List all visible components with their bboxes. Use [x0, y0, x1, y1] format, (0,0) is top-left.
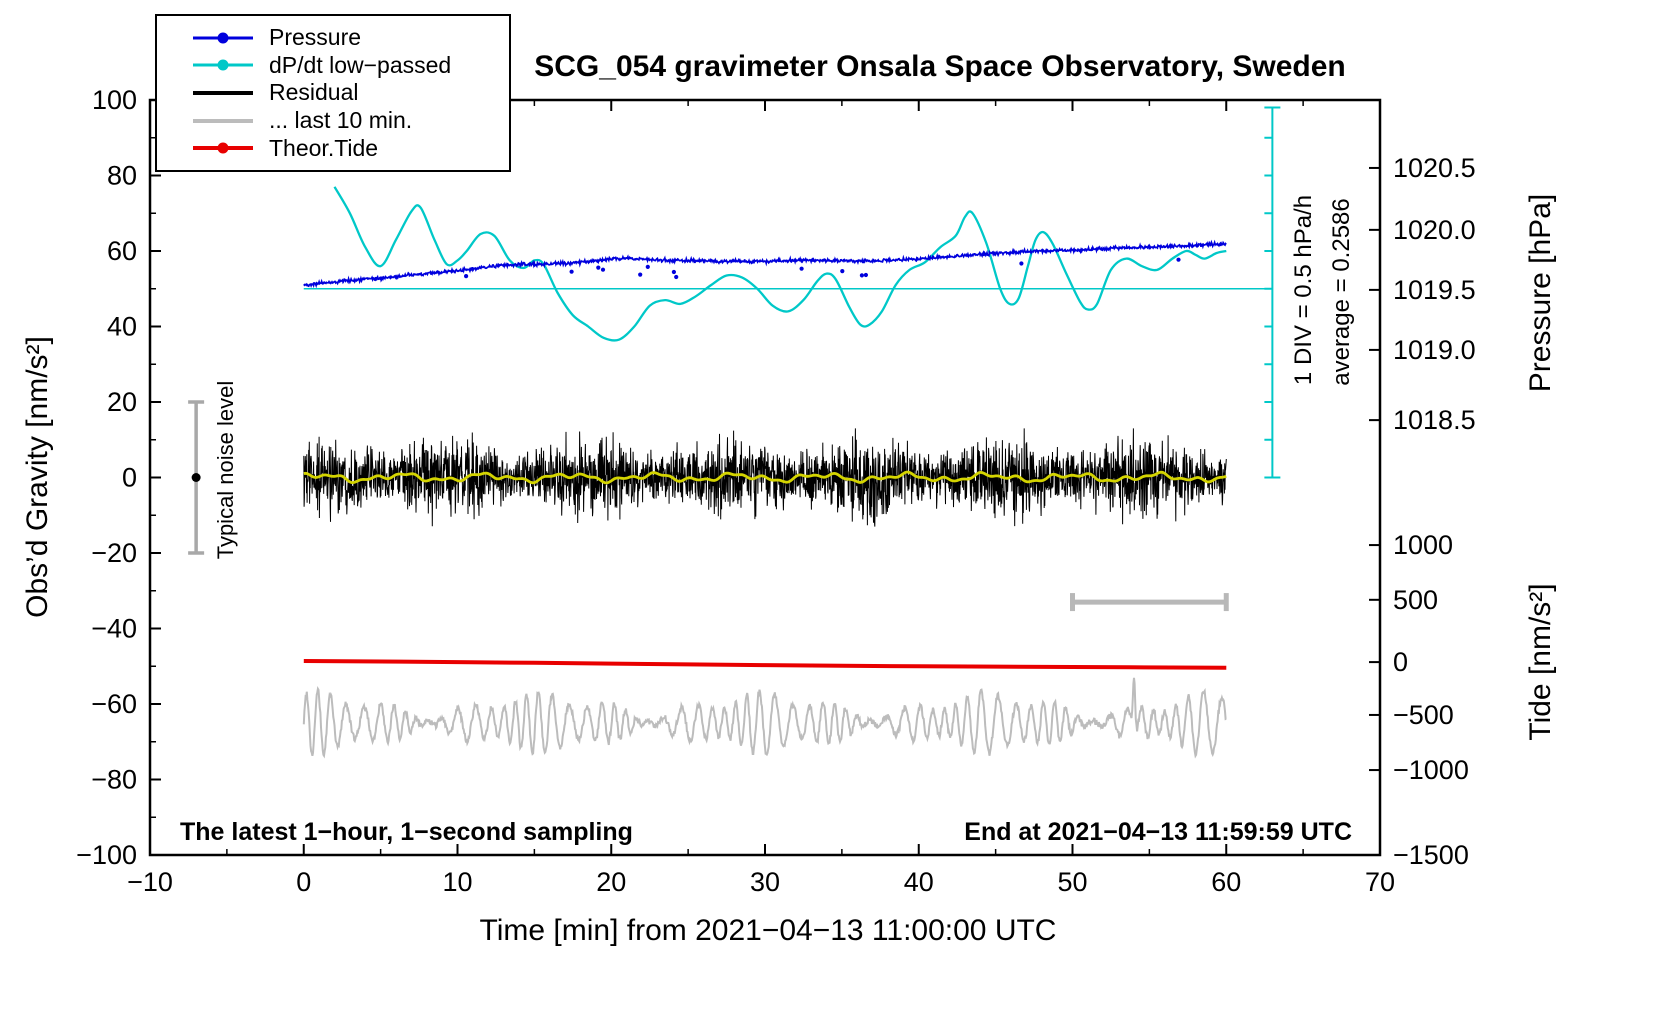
legend-label-pressure: Pressure [269, 24, 362, 51]
svg-text:500: 500 [1393, 585, 1438, 615]
legend-label-tide: Theor.Tide [269, 134, 379, 161]
svg-text:60: 60 [1211, 867, 1241, 897]
svg-text:70: 70 [1365, 867, 1395, 897]
svg-text:40: 40 [904, 867, 934, 897]
series-residual-smooth [303, 470, 1227, 485]
svg-text:0: 0 [122, 463, 137, 493]
sampling-note: The latest 1−hour, 1−second sampling [180, 818, 633, 846]
series-last10 [302, 677, 1227, 759]
end-time-note: End at 2021−04−13 11:59:59 UTC [964, 818, 1352, 846]
svg-text:−80: −80 [91, 765, 137, 795]
svg-text:1000: 1000 [1393, 530, 1453, 560]
svg-text:50: 50 [1057, 867, 1087, 897]
svg-text:20: 20 [107, 387, 137, 417]
x-axis-title: Time [min] from 2021−04−13 11:00:00 UTC [479, 914, 1057, 947]
legend-item-pressure: Pressure [193, 24, 503, 51]
series-layer [302, 106, 1281, 759]
svg-text:60: 60 [107, 236, 137, 266]
series-residual [303, 428, 1227, 527]
chart-title: SCG_054 gravimeter Onsala Space Observat… [534, 50, 1346, 83]
series-tide [303, 659, 1227, 670]
svg-text:−1500: −1500 [1393, 840, 1469, 870]
tide-line-icon [193, 140, 253, 156]
noise-level-label: Typical noise level [213, 380, 238, 560]
svg-text:−1000: −1000 [1393, 755, 1469, 785]
svg-text:−40: −40 [91, 614, 137, 644]
svg-text:80: 80 [107, 161, 137, 191]
svg-text:0: 0 [1393, 647, 1408, 677]
svg-text:20: 20 [596, 867, 626, 897]
legend-item-tide: Theor.Tide [193, 135, 503, 162]
interval-bar [1070, 593, 1229, 612]
svg-text:100: 100 [92, 85, 137, 115]
dpdt-line-icon [193, 57, 253, 73]
legend-label-residual: Residual [269, 79, 359, 106]
legend-item-dpdt: dP/dt low−passed [193, 52, 503, 79]
svg-text:−20: −20 [91, 538, 137, 568]
legend-item-residual: Residual [193, 79, 503, 106]
svg-text:1019.5: 1019.5 [1393, 275, 1476, 305]
series-pressure [303, 239, 1227, 289]
svg-text:−500: −500 [1393, 700, 1454, 730]
svg-text:1019.0: 1019.0 [1393, 335, 1476, 365]
legend-label-last10: ... last 10 min. [269, 107, 413, 134]
svg-text:40: 40 [107, 312, 137, 342]
svg-text:0: 0 [296, 867, 311, 897]
div-scale-note: 1 DIV = 0.5 hPa/h [1290, 194, 1317, 386]
residual-line-icon [193, 85, 253, 101]
pressure-axis-title: Pressure [hPa] [1524, 193, 1557, 393]
svg-text:1020.0: 1020.0 [1393, 215, 1476, 245]
pressure-line-icon [193, 30, 253, 46]
legend-item-last10: ... last 10 min. [193, 107, 503, 134]
dpdt-axis [303, 106, 1281, 479]
noise-errorbar [188, 400, 205, 555]
svg-text:1018.5: 1018.5 [1393, 405, 1476, 435]
svg-text:−60: −60 [91, 689, 137, 719]
svg-text:10: 10 [442, 867, 472, 897]
svg-text:30: 30 [750, 867, 780, 897]
gravity-axis-title: Obs’d Gravity [nm/s²] [21, 336, 54, 618]
svg-text:−100: −100 [76, 840, 137, 870]
svg-text:1020.5: 1020.5 [1393, 153, 1476, 183]
tide-axis-title: Tide [nm/s²] [1524, 583, 1557, 741]
axes: −10 0 10 20 30 40 50 60 70−100−80−60−40−20020406… [76, 85, 1475, 897]
legend-label-dpdt: dP/dt low−passed [269, 51, 452, 78]
last10-line-icon [193, 113, 253, 129]
series-dpdt [333, 186, 1227, 342]
svg-text:−10: −10 [127, 867, 173, 897]
legend: Pressure dP/dt low−passed Residual ... l… [155, 14, 511, 172]
average-note: average = 0.2586 [1328, 198, 1355, 386]
